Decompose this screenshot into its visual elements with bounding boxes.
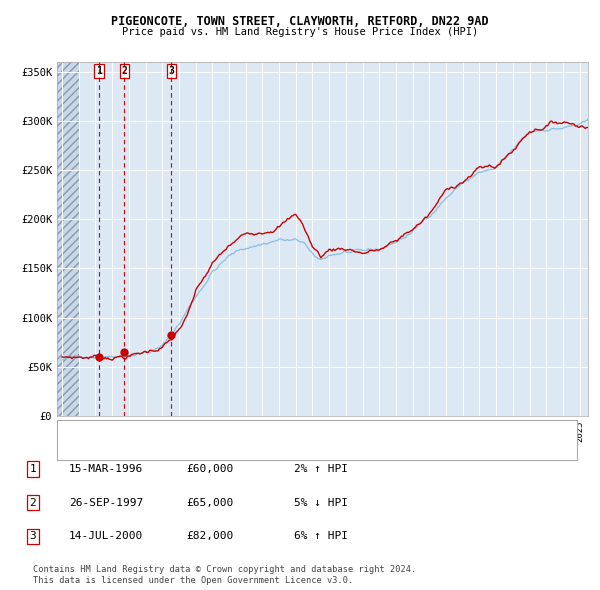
Text: 1: 1 [29,464,37,474]
Text: 2: 2 [29,498,37,507]
Text: 15-MAR-1996: 15-MAR-1996 [69,464,143,474]
Text: £82,000: £82,000 [186,532,233,541]
FancyBboxPatch shape [56,420,577,460]
Bar [57,62,79,416]
Text: 5% ↓ HPI: 5% ↓ HPI [294,498,348,507]
Text: 14-JUL-2000: 14-JUL-2000 [69,532,143,541]
Text: HPI: Average price, detached house, Bassetlaw: HPI: Average price, detached house, Bass… [94,446,352,455]
Text: 3: 3 [168,66,174,76]
Text: Price paid vs. HM Land Registry's House Price Index (HPI): Price paid vs. HM Land Registry's House … [122,27,478,37]
Text: £65,000: £65,000 [186,498,233,507]
Text: 6% ↑ HPI: 6% ↑ HPI [294,532,348,541]
Text: 26-SEP-1997: 26-SEP-1997 [69,498,143,507]
Text: 1: 1 [96,66,102,76]
Text: Contains HM Land Registry data © Crown copyright and database right 2024.
This d: Contains HM Land Registry data © Crown c… [33,565,416,585]
Text: 2: 2 [122,66,127,76]
Text: PIGEONCOTE, TOWN STREET, CLAYWORTH, RETFORD, DN22 9AD (detached house): PIGEONCOTE, TOWN STREET, CLAYWORTH, RETF… [94,427,496,435]
Text: PIGEONCOTE, TOWN STREET, CLAYWORTH, RETFORD, DN22 9AD: PIGEONCOTE, TOWN STREET, CLAYWORTH, RETF… [111,15,489,28]
Text: 2% ↑ HPI: 2% ↑ HPI [294,464,348,474]
Text: £60,000: £60,000 [186,464,233,474]
Text: 3: 3 [29,532,37,541]
